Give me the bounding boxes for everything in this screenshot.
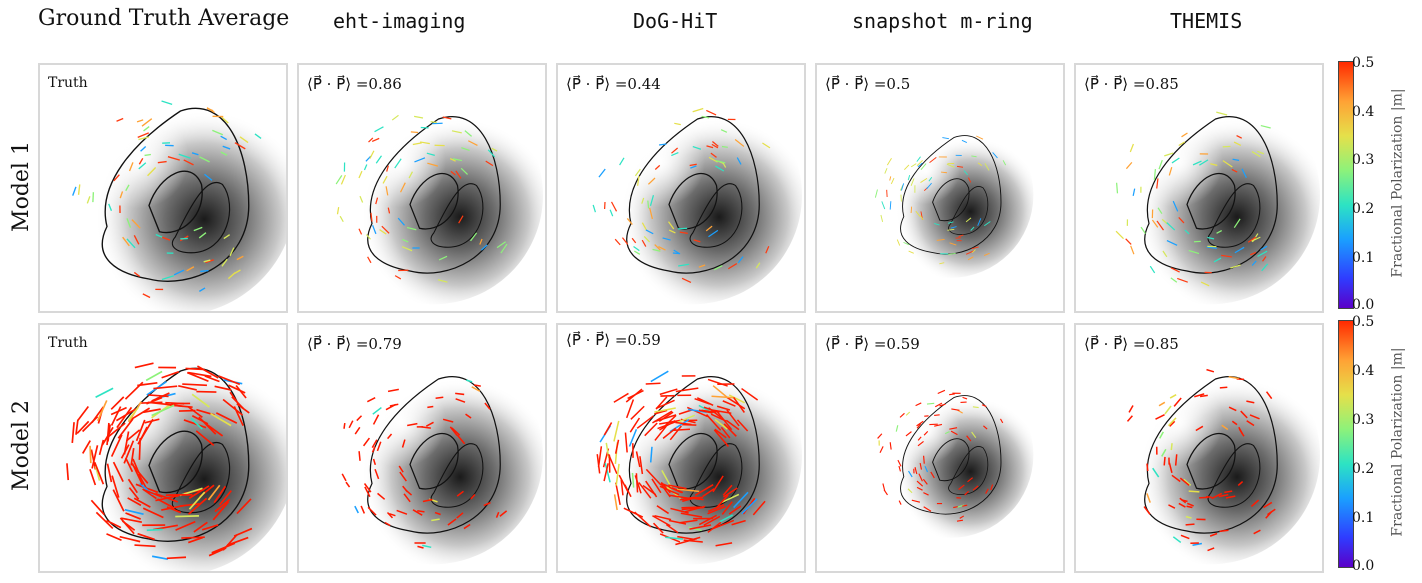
colorbar-tick: 0.2 [1352, 461, 1375, 477]
polarization-image [583, 345, 802, 565]
panel-label: ⟨P⃗ · P⃗⟩ =0.85 [1084, 335, 1179, 353]
panel-model2-eht-imaging: ⟨P⃗ · P⃗⟩ =0.79 [297, 323, 547, 573]
panel-label: ⟨P⃗ · P⃗⟩ =0.44 [566, 75, 661, 93]
panel-label: ⟨P⃗ · P⃗⟩ =0.86 [307, 75, 402, 93]
colorbar-tick: 0.1 [1352, 510, 1375, 526]
colorbar-tick: 0.5 [1352, 55, 1375, 71]
panel-model2-snapshot-m-ring: ⟨P⃗ · P⃗⟩ =0.59 [815, 323, 1065, 573]
panel-label: ⟨P⃗ · P⃗⟩ =0.5 [825, 75, 911, 93]
colorbar-tick: 0.4 [1352, 363, 1375, 379]
panel-label: Truth [48, 335, 88, 351]
panel-model2-dog-hit: ⟨P⃗ · P⃗⟩ =0.59 [556, 323, 806, 573]
polarization-image [54, 334, 286, 571]
colorbar-title: Fractional Polarization |m| [1389, 88, 1406, 278]
row-label-model-2: Model 2 [8, 400, 34, 491]
panel-label: ⟨P⃗ · P⃗⟩ =0.79 [307, 335, 402, 353]
polarization-image [324, 345, 543, 565]
panel-model2-truth: Truth [38, 323, 288, 573]
colorbar-tick: 0.3 [1352, 412, 1375, 428]
panel-label: ⟨P⃗ · P⃗⟩ =0.85 [1084, 75, 1179, 93]
colorbar-tick: 0.0 [1352, 297, 1375, 313]
panel-model1-themis: ⟨P⃗ · P⃗⟩ =0.85 [1074, 63, 1324, 313]
colorbar-tick: 0.5 [1352, 314, 1375, 330]
polarization-image [1101, 345, 1320, 565]
panel-label: Truth [48, 75, 88, 91]
row-label-model-1: Model 1 [8, 141, 34, 232]
panel-label: ⟨P⃗ · P⃗⟩ =0.59 [566, 331, 661, 349]
panel-model2-themis: ⟨P⃗ · P⃗⟩ =0.85 [1074, 323, 1324, 573]
colorbar-tick: 0.1 [1352, 250, 1375, 266]
panel-model1-dog-hit: ⟨P⃗ · P⃗⟩ =0.44 [556, 63, 806, 313]
polarization-image [867, 372, 1034, 538]
polarization-image [1101, 85, 1320, 305]
colorbar-title: Fractional Polarization |m| [1389, 347, 1406, 537]
column-title-dog-hit: DoG-HiT [633, 9, 718, 33]
polarization-image [54, 74, 286, 311]
panel-model1-eht-imaging: ⟨P⃗ · P⃗⟩ =0.86 [297, 63, 547, 313]
panel-model1-snapshot-m-ring: ⟨P⃗ · P⃗⟩ =0.5 [815, 63, 1065, 313]
colorbar-tick: 0.2 [1352, 201, 1375, 217]
panel-label: ⟨P⃗ · P⃗⟩ =0.59 [825, 335, 920, 353]
column-title-eht-imaging: eht-imaging [333, 9, 466, 33]
colorbar-model2 [1338, 320, 1354, 568]
polarization-image [583, 85, 802, 305]
column-title-ground-truth: Ground Truth Average [38, 6, 290, 31]
column-title-themis: THEMIS [1170, 9, 1243, 33]
panel-model1-truth: Truth [38, 63, 288, 313]
polarization-image [324, 85, 543, 305]
column-title-snapshot-m-ring: snapshot m-ring [852, 9, 1033, 33]
colorbar-tick: 0.0 [1352, 558, 1375, 574]
polarization-image [867, 112, 1034, 278]
colorbar-model1 [1338, 61, 1354, 309]
colorbar-tick: 0.4 [1352, 104, 1375, 120]
colorbar-tick: 0.3 [1352, 152, 1375, 168]
